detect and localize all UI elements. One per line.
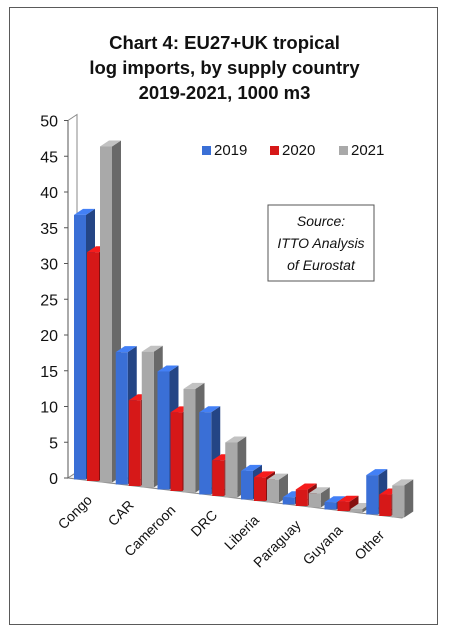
chart-title: Chart 4: EU27+UK tropical log imports, b…: [10, 30, 439, 105]
bar-front: [74, 214, 86, 480]
bar-front: [392, 485, 405, 518]
legend-label-2019: 2019: [214, 142, 247, 159]
legend-label-2021: 2021: [351, 142, 384, 159]
y-tick-label: 15: [40, 364, 58, 381]
y-tick-label: 30: [40, 257, 58, 274]
bars: [74, 140, 414, 518]
source-line-1: Source:: [297, 213, 345, 229]
y-tick-label: 40: [40, 185, 58, 202]
bar-front: [241, 470, 253, 500]
legend-swatch-2019: [202, 146, 211, 155]
x-category-label: CAR: [105, 497, 137, 529]
bar-top: [366, 469, 388, 476]
bar-front: [308, 493, 321, 508]
legend: 2019 2020 2021: [202, 142, 384, 159]
bar-top: [141, 345, 163, 352]
bar-front: [87, 252, 99, 481]
y-tick-label: 25: [40, 292, 58, 309]
source-annotation: Source: ITTO Analysis of Eurostat: [267, 204, 375, 282]
bar-front: [212, 460, 225, 496]
bar-side: [404, 479, 414, 518]
source-box-border: [267, 204, 375, 282]
bar-front: [350, 508, 363, 513]
x-category-label: DRC: [187, 507, 220, 540]
bar-front: [183, 388, 196, 493]
bar-front: [157, 371, 170, 490]
y-tick-label: 20: [40, 328, 58, 345]
y-tick-label: 0: [49, 471, 58, 488]
legend-swatch-2021: [339, 146, 348, 155]
legend-swatch-2020: [270, 146, 279, 155]
legend-label-2020: 2020: [282, 142, 315, 159]
bar-front: [337, 501, 350, 511]
chart-frame: Chart 4: EU27+UK tropical log imports, b…: [9, 7, 438, 625]
y-tick-label: 50: [40, 114, 58, 131]
bar-top: [157, 365, 179, 372]
bar-front: [295, 489, 308, 506]
bar-top: [295, 483, 317, 490]
y-tick-label: 35: [40, 221, 58, 238]
bar-top: [392, 479, 414, 486]
bar-top: [100, 140, 121, 147]
bar-top: [337, 495, 359, 502]
bar-top: [74, 208, 95, 215]
bar-front: [254, 477, 266, 501]
chart-title-line-3: 2019-2021, 1000 m3: [138, 82, 311, 103]
bar-top: [241, 464, 262, 471]
bar-top: [199, 406, 221, 413]
y-tick-label: 45: [40, 149, 58, 166]
bar-front: [366, 475, 379, 515]
x-category-label: Guyana: [300, 522, 346, 568]
bar-front: [141, 351, 154, 488]
bar-top: [324, 496, 346, 503]
bar-top: [308, 487, 330, 494]
bar-front: [128, 400, 141, 486]
chart-title-line-2: log imports, by supply country: [89, 57, 360, 78]
bar-other-2021: [392, 479, 414, 518]
y-tick-label: 10: [40, 400, 58, 417]
y-tick-label: 5: [49, 435, 58, 452]
bar-front: [379, 494, 392, 516]
bar-top: [225, 436, 247, 443]
bar-front: [324, 502, 337, 510]
bar-top: [254, 471, 275, 478]
x-category-label: Congo: [55, 492, 96, 533]
y-axis: 0 5 10 15 20 25 30 35 40 45 50: [40, 114, 69, 488]
x-category-label: Other: [351, 527, 387, 563]
source-line-2: ITTO Analysis: [277, 235, 364, 251]
chart-title-line-1: Chart 4: EU27+UK tropical: [109, 32, 340, 53]
bar-side: [349, 495, 359, 511]
bar-top: [183, 382, 205, 389]
bar-front: [267, 479, 279, 503]
bar-guyana-2020: [337, 495, 359, 511]
bar-top: [115, 346, 137, 353]
bar-top: [267, 473, 288, 480]
bar-front: [100, 146, 112, 483]
bar-front: [282, 497, 295, 505]
bar-front: [170, 412, 183, 491]
bar-front: [115, 352, 128, 485]
source-line-3: of Eurostat: [287, 257, 356, 273]
bar-front: [225, 442, 238, 498]
bar-front: [199, 412, 212, 495]
x-category-label: Liberia: [221, 512, 262, 553]
